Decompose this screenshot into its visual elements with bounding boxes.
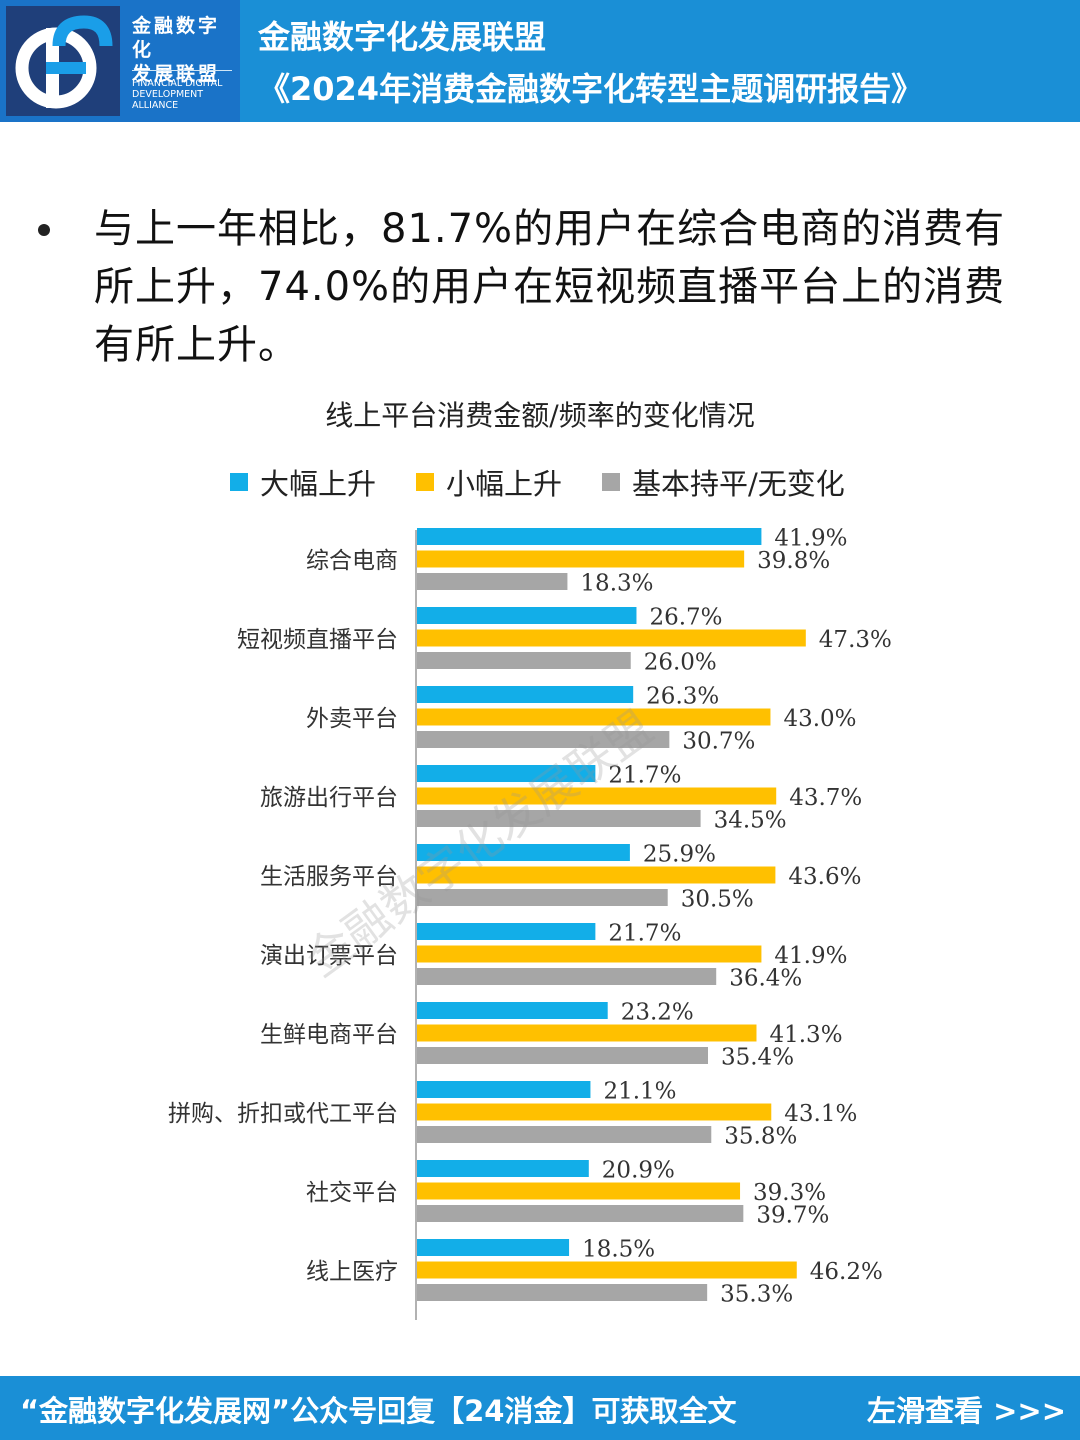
category-label: 综合电商 — [306, 548, 398, 574]
category-label: 生鲜电商平台 — [260, 1022, 398, 1048]
data-label: 47.3% — [819, 627, 892, 653]
data-label: 26.7% — [649, 605, 722, 631]
data-label: 39.3% — [753, 1180, 826, 1206]
data-label: 23.2% — [621, 1000, 694, 1026]
bar — [417, 1081, 591, 1098]
bar — [417, 573, 568, 590]
legend-item-small-rise: 小幅上升 — [416, 462, 562, 502]
bar — [417, 1205, 744, 1222]
bar — [417, 607, 637, 624]
data-label: 21.7% — [608, 921, 681, 947]
bar — [417, 968, 717, 985]
data-label: 20.9% — [602, 1158, 675, 1184]
data-label: 35.8% — [724, 1124, 797, 1150]
chart-legend: 大幅上升 小幅上升 基本持平/无变化 — [0, 462, 1080, 502]
data-label: 35.3% — [720, 1282, 793, 1308]
bar — [417, 810, 701, 827]
logo-text-cn: 金融数字化 发展联盟 — [132, 14, 236, 86]
category-label: 演出订票平台 — [260, 943, 398, 969]
bar — [417, 765, 596, 782]
legend-swatch-flat — [602, 473, 620, 491]
data-label: 43.6% — [788, 864, 861, 890]
logo-text-en: FINANCIAL DIGITAL DEVELOPMENT ALLIANCE — [132, 78, 238, 111]
data-label: 41.9% — [774, 526, 847, 552]
bar — [417, 1182, 741, 1200]
data-label: 46.2% — [810, 1259, 883, 1285]
category-label: 社交平台 — [306, 1180, 398, 1206]
data-label: 18.3% — [580, 571, 653, 597]
legend-item-flat: 基本持平/无变化 — [602, 462, 845, 502]
legend-swatch-big-rise — [230, 473, 248, 491]
legend-label-flat: 基本持平/无变化 — [632, 467, 845, 501]
legend-swatch-small-rise — [416, 473, 434, 491]
data-label: 41.9% — [774, 943, 847, 969]
data-label: 43.0% — [783, 706, 856, 732]
logo-text-en-line1: FINANCIAL DIGITAL — [132, 78, 223, 89]
header-subtitle: 《2024年消费金融数字化转型主题调研报告》 — [258, 70, 924, 108]
chart-title: 线上平台消费金额/频率的变化情况 — [325, 399, 755, 432]
logo-text-en-line2: DEVELOPMENT ALLIANCE — [132, 89, 204, 111]
category-label: 拼购、折扣或代工平台 — [168, 1101, 398, 1127]
data-label: 30.7% — [682, 729, 755, 755]
data-label: 41.3% — [769, 1022, 842, 1048]
logo-text-cn-line1: 金融数字化 — [132, 15, 221, 61]
bar — [417, 844, 630, 861]
legend-item-big-rise: 大幅上升 — [230, 462, 376, 502]
category-label: 旅游出行平台 — [260, 785, 398, 811]
footer-bar: “金融数字化发展网”公众号回复【24消金】可获取全文 左滑查看 >>> — [0, 1376, 1080, 1440]
bar — [417, 528, 762, 545]
data-label: 39.7% — [756, 1203, 829, 1229]
legend-label-small-rise: 小幅上升 — [446, 467, 563, 501]
swipe-hint[interactable]: 左滑查看 >>> — [867, 1394, 1066, 1428]
bar — [417, 1024, 757, 1042]
bar — [417, 686, 634, 703]
category-label: 短视频直播平台 — [237, 627, 398, 653]
logo-divider — [132, 70, 232, 71]
bar — [417, 787, 777, 805]
bar — [417, 1239, 570, 1256]
data-label: 43.7% — [789, 785, 862, 811]
bar — [417, 923, 596, 940]
data-label: 25.9% — [643, 842, 716, 868]
bar — [417, 1126, 712, 1143]
data-label: 21.1% — [603, 1079, 676, 1105]
bar — [417, 866, 776, 884]
data-label: 43.1% — [784, 1101, 857, 1127]
bar — [417, 1261, 797, 1279]
data-label: 26.3% — [646, 684, 719, 710]
bar — [417, 1047, 708, 1064]
bar — [417, 1160, 589, 1177]
data-label: 34.5% — [714, 808, 787, 834]
bar — [417, 1103, 772, 1121]
logo-mark-icon — [6, 6, 120, 116]
bar — [417, 731, 670, 748]
data-label: 36.4% — [729, 966, 802, 992]
footer-note: “金融数字化发展网”公众号回复【24消金】可获取全文 — [20, 1394, 737, 1428]
bullet-dot-icon — [38, 224, 50, 236]
bar — [417, 889, 668, 906]
bar — [417, 1284, 708, 1301]
header-title: 金融数字化发展联盟 — [258, 18, 547, 56]
bar — [417, 1002, 608, 1019]
summary-text: 与上一年相比，81.7%的用户在综合电商的消费有所上升，74.0%的用户在短视频… — [94, 206, 1006, 368]
data-label: 39.8% — [757, 548, 830, 574]
data-label: 26.0% — [644, 650, 717, 676]
data-label: 18.5% — [582, 1237, 655, 1263]
category-label: 外卖平台 — [306, 706, 398, 732]
bar — [417, 708, 771, 726]
category-label: 生活服务平台 — [260, 864, 398, 890]
category-label: 线上医疗 — [306, 1259, 398, 1285]
bar — [417, 652, 631, 669]
data-label: 35.4% — [721, 1045, 794, 1071]
legend-label-big-rise: 大幅上升 — [260, 467, 377, 501]
bar-chart: 综合电商41.9%39.8%18.3%短视频直播平台26.7%47.3%26.0… — [168, 526, 892, 1320]
bar — [417, 550, 745, 568]
logo: 金融数字化 发展联盟 FINANCIAL DIGITAL DEVELOPMENT… — [0, 0, 240, 122]
logo-text-cn-line2: 发展联盟 — [132, 63, 221, 85]
data-label: 30.5% — [681, 887, 754, 913]
bar — [417, 629, 806, 647]
bar — [417, 945, 762, 963]
header-bar: 金融数字化 发展联盟 FINANCIAL DIGITAL DEVELOPMENT… — [0, 0, 1080, 122]
data-label: 21.7% — [608, 763, 681, 789]
